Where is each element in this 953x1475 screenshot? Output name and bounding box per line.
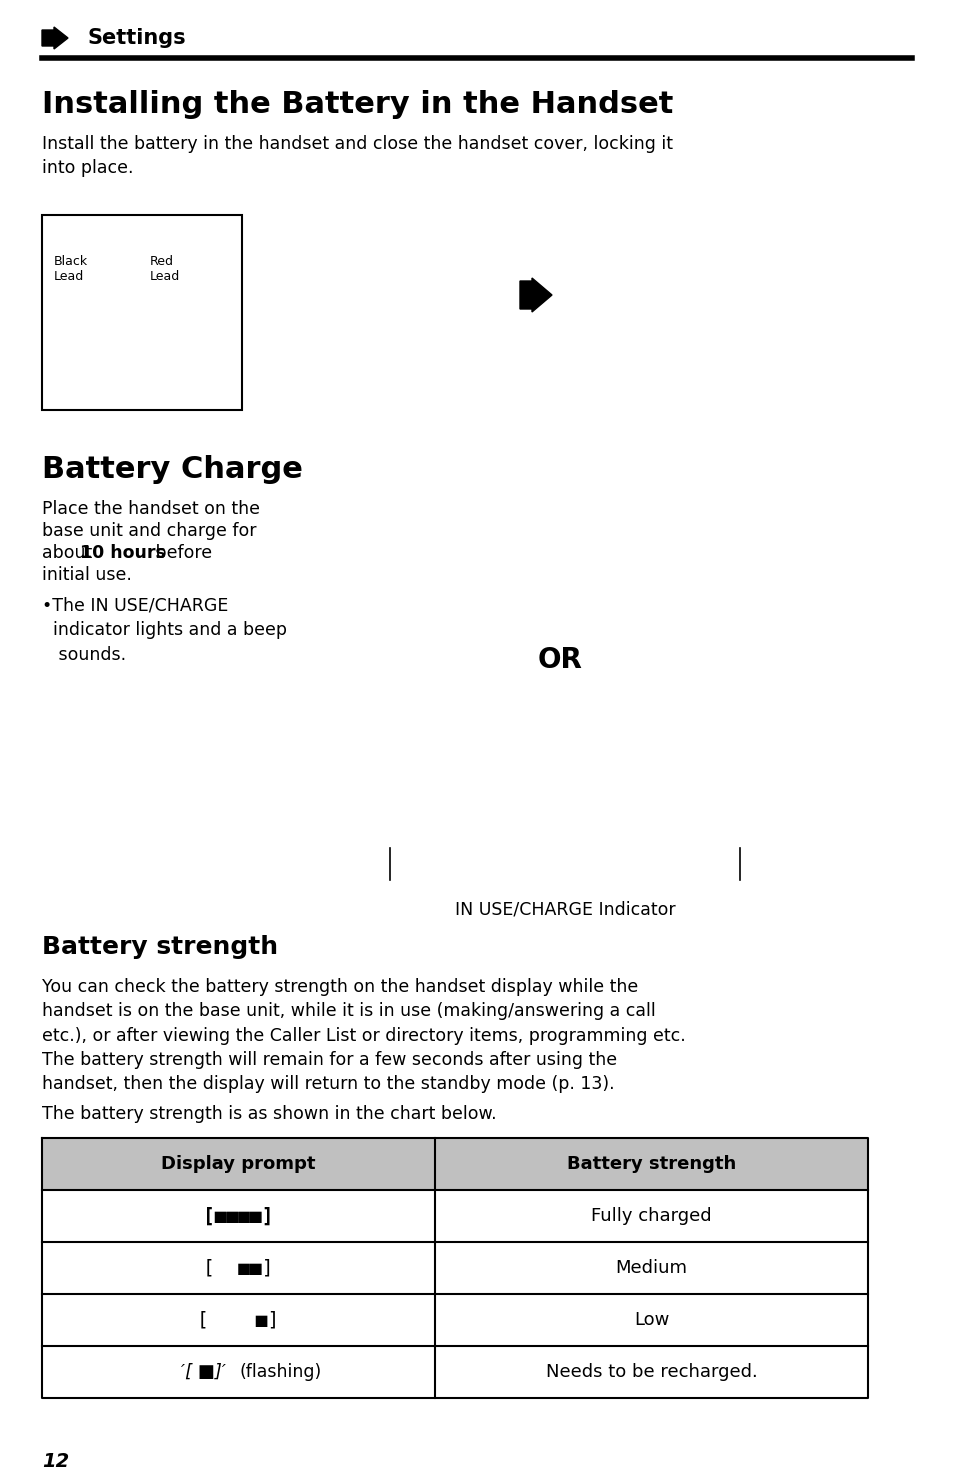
Text: The battery strength is as shown in the chart below.: The battery strength is as shown in the … <box>42 1105 497 1122</box>
Text: before: before <box>150 544 212 562</box>
Text: Fully charged: Fully charged <box>591 1207 711 1226</box>
Text: •The IN USE/CHARGE
  indicator lights and a beep
   sounds.: •The IN USE/CHARGE indicator lights and … <box>42 596 287 664</box>
Text: (flashing): (flashing) <box>239 1363 321 1381</box>
Text: [■■■■]: [■■■■] <box>203 1207 274 1226</box>
FancyArrow shape <box>42 27 68 49</box>
Text: initial use.: initial use. <box>42 566 132 584</box>
Text: Low: Low <box>633 1311 668 1329</box>
Text: Needs to be recharged.: Needs to be recharged. <box>545 1363 757 1381</box>
Text: ′[ ■]′: ′[ ■]′ <box>181 1363 226 1381</box>
Text: Battery strength: Battery strength <box>566 1155 736 1173</box>
Text: base unit and charge for: base unit and charge for <box>42 522 256 540</box>
Text: Settings: Settings <box>88 28 187 49</box>
Text: IN USE/CHARGE Indicator: IN USE/CHARGE Indicator <box>455 900 675 917</box>
FancyArrow shape <box>519 277 552 313</box>
Text: [  ■■]: [ ■■] <box>203 1258 274 1277</box>
FancyBboxPatch shape <box>42 215 242 410</box>
Text: 12: 12 <box>42 1451 70 1471</box>
Bar <box>42 1139 867 1190</box>
Text: Black
Lead: Black Lead <box>54 255 88 283</box>
Text: Installing the Battery in the Handset: Installing the Battery in the Handset <box>42 90 673 119</box>
Text: Battery strength: Battery strength <box>42 935 278 959</box>
Text: Install the battery in the handset and close the handset cover, locking it
into : Install the battery in the handset and c… <box>42 136 672 177</box>
Text: Medium: Medium <box>615 1260 687 1277</box>
Text: OR: OR <box>537 646 582 674</box>
Text: about: about <box>42 544 97 562</box>
Text: Battery Charge: Battery Charge <box>42 454 302 484</box>
Text: 10 hours: 10 hours <box>80 544 166 562</box>
Text: Display prompt: Display prompt <box>161 1155 315 1173</box>
Text: [    ■]: [ ■] <box>197 1310 279 1329</box>
Text: Red
Lead: Red Lead <box>150 255 180 283</box>
Text: Place the handset on the: Place the handset on the <box>42 500 260 518</box>
Text: You can check the battery strength on the handset display while the
handset is o: You can check the battery strength on th… <box>42 978 685 1093</box>
